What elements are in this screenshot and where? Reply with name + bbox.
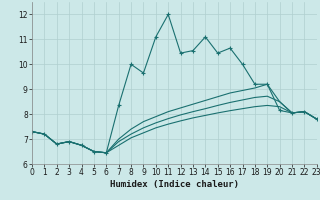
X-axis label: Humidex (Indice chaleur): Humidex (Indice chaleur) bbox=[110, 180, 239, 189]
